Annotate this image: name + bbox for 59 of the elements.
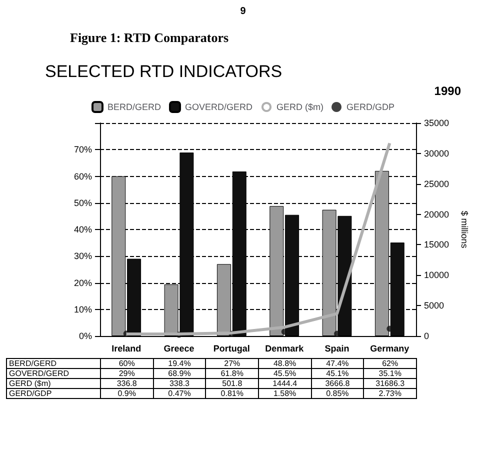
- y-tick-label: 10%: [74, 304, 92, 314]
- data-label: 2.73%: [364, 388, 416, 398]
- data-label: 47.4%: [311, 358, 364, 368]
- y-tick-label: 50%: [74, 198, 92, 208]
- data-label: 29%: [100, 368, 154, 378]
- text: 9: [239, 6, 247, 17]
- legend-label: GOVERD/GERD: [184, 102, 254, 112]
- y2-tick-label: 35000: [424, 118, 450, 128]
- data-label: 19.4%: [153, 358, 206, 368]
- data-label: 3666.8: [311, 378, 364, 388]
- y-tick-label: 0%: [78, 331, 92, 341]
- data-label: 501.8: [206, 378, 258, 388]
- legend-label: BERD/GERD: [107, 102, 162, 112]
- data-label: 27%: [206, 358, 258, 368]
- y2-tick-label: 0: [424, 331, 430, 341]
- text: GOVERD/GERD: [9, 369, 70, 378]
- y2-tick-label: 25000: [424, 178, 450, 189]
- text: GERD ($m): [9, 379, 51, 388]
- y-tick-label: 70%: [74, 144, 92, 155]
- y2-tick-label: 10000: [424, 270, 450, 280]
- data-label: 35.1%: [364, 368, 416, 378]
- data-label: 0.47%: [153, 388, 206, 398]
- y2-tick-label: 15000: [424, 240, 450, 250]
- text: BERD/GERD: [9, 359, 57, 368]
- y-tick-label: 60%: [74, 171, 92, 182]
- data-label: 0.9%: [100, 388, 154, 398]
- data-label: 45.5%: [258, 368, 312, 378]
- data-label: 45.1%: [311, 368, 364, 378]
- data-label: 1444.4: [258, 378, 312, 388]
- y2-tick-label: 30000: [424, 148, 450, 158]
- x-tick-label: Portugal: [213, 344, 250, 354]
- data-label: 336.8: [100, 378, 154, 388]
- data-label: 61.8%: [206, 368, 258, 378]
- x-tick-label: Denmark: [265, 344, 305, 354]
- data-label: 1.58%: [258, 388, 312, 398]
- data-label: 68.9%: [153, 368, 206, 378]
- text: GERD/GDP: [9, 389, 52, 398]
- data-label: 62%: [364, 358, 416, 368]
- data-label: 0.81%: [206, 388, 258, 398]
- y-tick-label: 30%: [74, 251, 92, 262]
- data-label: 338.3: [153, 378, 206, 388]
- chart-title: SELECTED RTD INDICATORS: [45, 62, 282, 81]
- legend-label: GERD ($m): [276, 102, 324, 112]
- y2-tick-label: 20000: [424, 209, 450, 220]
- y-tick-label: 20%: [74, 278, 92, 288]
- x-tick-label: Greece: [164, 344, 194, 354]
- data-label: 31686.3: [364, 378, 416, 388]
- data-label: 0.85%: [311, 388, 364, 398]
- legend-label: GERD/GDP: [346, 102, 395, 112]
- y2-axis-title: $ millions: [460, 210, 470, 249]
- x-tick-label: Ireland: [112, 344, 142, 354]
- text: 1990: [434, 84, 462, 98]
- caption: Figure 1: RTD Comparators: [70, 30, 229, 46]
- data-label: 60%: [100, 358, 154, 368]
- data-label: 48.8%: [258, 358, 312, 368]
- y2-tick-label: 5000: [424, 300, 444, 311]
- y-tick-label: 40%: [74, 224, 92, 234]
- x-tick-label: Spain: [324, 344, 350, 354]
- x-tick-label: Germany: [370, 344, 410, 354]
